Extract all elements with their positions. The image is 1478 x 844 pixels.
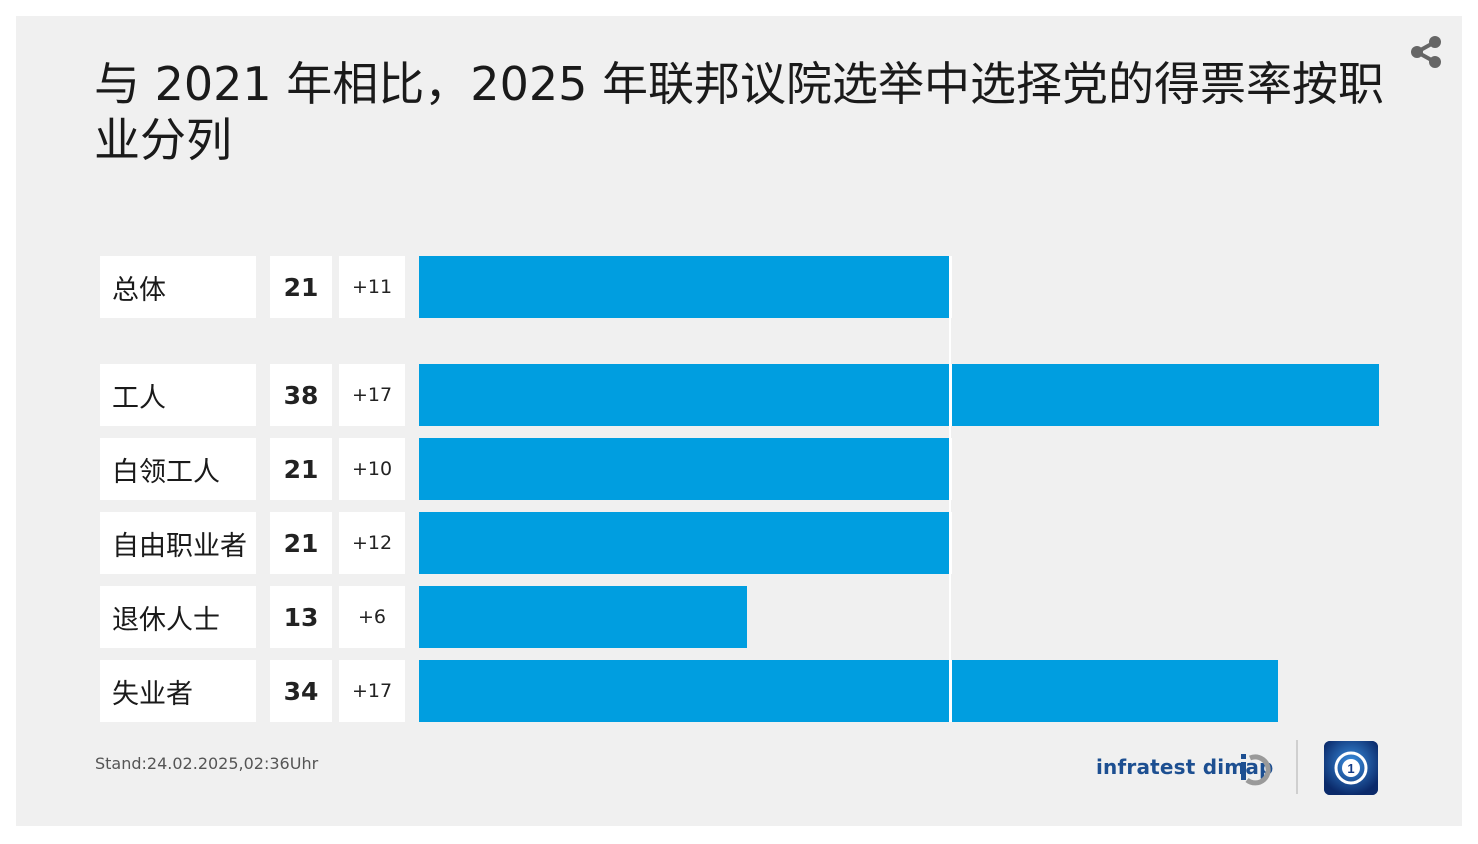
reference-marker [948, 512, 952, 574]
bar-row: 白领工人 21 +10 [16, 438, 1462, 500]
bar-row: 退休人士 13 +6 [16, 586, 1462, 648]
bar [419, 660, 1278, 722]
svg-text:1: 1 [1347, 761, 1354, 776]
bar [419, 512, 950, 574]
bar-row: 总体 21 +11 [16, 256, 1462, 318]
change-label: +10 [339, 438, 405, 500]
value-label: 21 [270, 256, 332, 318]
bar-track [419, 256, 1419, 318]
value-label: 34 [270, 660, 332, 722]
change-label: +11 [339, 256, 405, 318]
chart-card: 与 2021 年相比，2025 年联邦议院选举中选择党的得票率按职业分列 总体 2… [16, 16, 1462, 826]
bar-track [419, 364, 1419, 426]
reference-marker [948, 660, 952, 722]
bar [419, 364, 1379, 426]
change-label: +17 [339, 660, 405, 722]
change-label: +6 [339, 586, 405, 648]
value-label: 38 [270, 364, 332, 426]
bar [419, 586, 748, 648]
share-icon[interactable] [1406, 32, 1446, 72]
bar [419, 256, 950, 318]
value-label: 21 [270, 438, 332, 500]
change-label: +12 [339, 512, 405, 574]
category-label: 退休人士 [100, 586, 256, 648]
reference-marker [948, 256, 952, 318]
bar [419, 438, 950, 500]
bar-track [419, 586, 1419, 648]
bar-track [419, 438, 1419, 500]
infratest-dimap-logo-icon [1241, 754, 1271, 786]
bar-row: 自由职业者 21 +12 [16, 512, 1462, 574]
bar-track [419, 660, 1419, 722]
bar-row: 工人 38 +17 [16, 364, 1462, 426]
reference-marker [948, 364, 952, 426]
reference-marker [948, 438, 952, 500]
category-label: 白领工人 [100, 438, 256, 500]
value-label: 21 [270, 512, 332, 574]
timestamp: Stand:24.02.2025,02:36Uhr [95, 754, 319, 773]
footer-divider [1296, 740, 1298, 794]
category-label: 失业者 [100, 660, 256, 722]
category-label: 自由职业者 [100, 512, 256, 574]
ard-tagesschau-logo-icon: 1 [1324, 741, 1378, 795]
category-label: 工人 [100, 364, 256, 426]
value-label: 13 [270, 586, 332, 648]
bar-track [419, 512, 1419, 574]
bar-row: 失业者 34 +17 [16, 660, 1462, 722]
change-label: +17 [339, 364, 405, 426]
category-label: 总体 [100, 256, 256, 318]
chart-title: 与 2021 年相比，2025 年联邦议院选举中选择党的得票率按职业分列 [94, 57, 1384, 167]
